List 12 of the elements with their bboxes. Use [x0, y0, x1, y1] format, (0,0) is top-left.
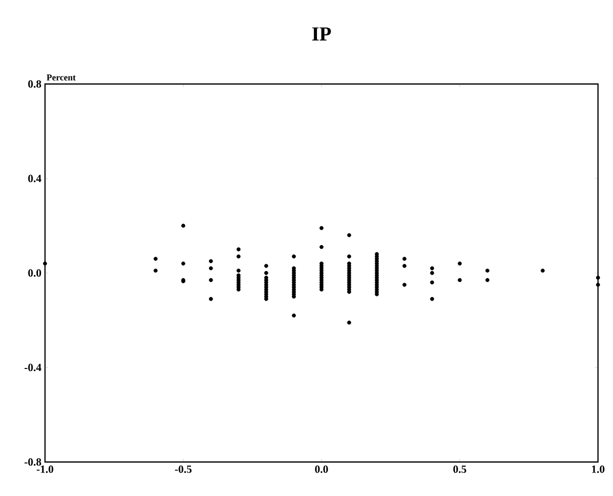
y-tick-label: -0.8	[24, 458, 42, 466]
x-tick-label: -1.0	[36, 466, 54, 473]
y-axis-title: Percent	[46, 74, 76, 80]
y-tick-label: -0.4	[24, 364, 42, 372]
y-tick-label: 0.0	[28, 269, 42, 277]
chart-title: IP	[312, 27, 331, 40]
x-tick-label: 0.0	[315, 466, 328, 473]
y-tick-label: 0.4	[28, 174, 42, 182]
x-tick-label: -0.5	[174, 466, 192, 473]
x-tick-label: 1.0	[592, 466, 604, 473]
y-tick-label: 0.8	[28, 80, 42, 88]
x-tick-label: 0.5	[453, 466, 466, 473]
